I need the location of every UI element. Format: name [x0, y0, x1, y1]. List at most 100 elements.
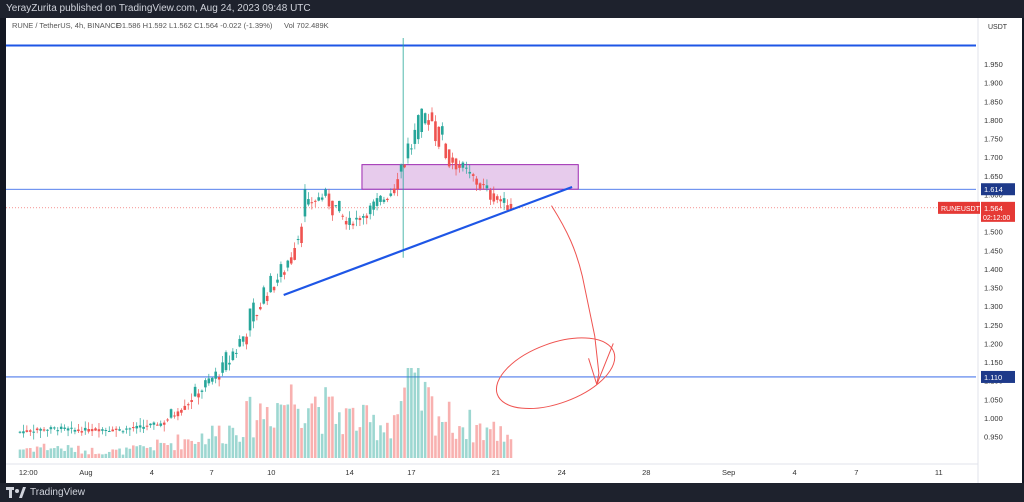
- volume-bar: [458, 426, 461, 458]
- candle-body: [399, 164, 403, 172]
- candle-body: [238, 338, 242, 347]
- candle-body: [375, 198, 379, 206]
- candle-body: [313, 200, 317, 202]
- time-axis[interactable]: 12:00 Aug 4 7 10 14 17 21 24 28 Sep 4 7 11: [19, 468, 943, 477]
- candle-body: [180, 409, 183, 413]
- volume-bar: [156, 439, 159, 458]
- footer-brand: TradingView: [30, 487, 86, 498]
- candle-body: [303, 189, 307, 217]
- volume-bar: [125, 447, 128, 458]
- candle-body: [77, 429, 80, 432]
- candle-body: [279, 264, 283, 277]
- candle-body: [334, 205, 338, 207]
- candle-body: [173, 415, 176, 417]
- candle-body: [447, 149, 451, 167]
- candle-body: [423, 113, 427, 124]
- candle-body: [499, 199, 502, 202]
- price-axis[interactable]: 1.9501.9001.8501.8001.7501.7001.6501.600…: [984, 60, 1003, 441]
- candle-body: [197, 393, 200, 398]
- candle-body: [107, 430, 111, 432]
- candle-body: [132, 427, 135, 429]
- price-axis-label: 1.300: [984, 302, 1003, 311]
- candle-body: [320, 197, 324, 200]
- price-axis-label: 1.750: [984, 135, 1003, 144]
- volume-bar: [403, 387, 406, 458]
- chart-area[interactable]: RUNE / TetherUS, 4h, BINANCE O1.586 H1.5…: [6, 18, 1022, 483]
- volume-bar: [296, 408, 300, 458]
- time-axis-label: Sep: [722, 468, 735, 477]
- candle-body: [296, 239, 300, 241]
- volume-bar: [121, 454, 125, 458]
- candle-body: [410, 148, 413, 150]
- volume-bar: [389, 438, 393, 458]
- volume-bar: [235, 435, 238, 458]
- volume-bar: [485, 427, 489, 458]
- candle-body: [441, 126, 444, 135]
- candle-body: [145, 425, 149, 427]
- price-badge: [981, 201, 1015, 222]
- candle-body: [489, 190, 492, 200]
- candle-body: [416, 115, 420, 140]
- candle-body: [451, 157, 454, 163]
- volume-bar: [382, 432, 386, 458]
- candle-body: [73, 429, 77, 432]
- time-axis-label: 10: [267, 468, 275, 477]
- price-badge-label: 1.614: [984, 185, 1003, 194]
- candle-body: [427, 120, 430, 125]
- volume-bar: [338, 412, 341, 458]
- volume-bar: [327, 396, 331, 458]
- candle-body: [32, 431, 36, 433]
- candle-body: [434, 121, 437, 142]
- candle-body: [478, 183, 482, 189]
- volume-bar: [434, 435, 437, 458]
- candle-body: [152, 422, 156, 425]
- candle-body: [482, 184, 485, 186]
- volume-bar: [94, 454, 97, 458]
- volume-bar: [145, 447, 149, 458]
- volume-bar: [56, 446, 60, 458]
- volume-bar: [303, 423, 307, 458]
- price-badge-label: 1.564: [984, 204, 1003, 213]
- volume-bar: [255, 420, 259, 458]
- candle-body: [396, 179, 399, 190]
- countdown-label: 02:12:00: [983, 215, 1010, 222]
- chart-svg[interactable]: RUNE / TetherUS, 4h, BINANCE O1.586 H1.5…: [6, 18, 1022, 483]
- time-axis-label: 12:00: [19, 468, 38, 477]
- volume-bar: [29, 448, 32, 458]
- candle-body: [310, 202, 314, 204]
- candle-body: [138, 425, 142, 428]
- price-axis-label: 1.250: [984, 321, 1003, 330]
- candle-body: [269, 275, 272, 293]
- volume-bar: [262, 419, 266, 458]
- candle-body: [114, 428, 118, 430]
- volume-bar: [32, 451, 36, 458]
- candle-body: [200, 390, 204, 392]
- candle-body: [231, 351, 235, 360]
- volume-bar: [190, 440, 193, 458]
- volume-bar: [114, 449, 118, 458]
- candle-body: [368, 205, 372, 215]
- volume-bar: [214, 436, 217, 458]
- volume-bar: [499, 426, 502, 458]
- candle-body: [379, 195, 382, 202]
- volume-bar: [392, 415, 396, 458]
- candle-body: [289, 257, 293, 264]
- volume-bar: [248, 396, 252, 458]
- volume-bar: [362, 404, 365, 458]
- volume-bar: [166, 445, 169, 458]
- candle-body: [49, 427, 53, 430]
- candle-body: [245, 336, 248, 345]
- time-axis-label: 4: [150, 468, 154, 477]
- candle-body: [166, 419, 169, 421]
- price-axis-label: 1.800: [984, 116, 1003, 125]
- candle-body: [420, 108, 423, 132]
- time-axis-label: 11: [935, 468, 943, 477]
- volume-bar: [128, 448, 132, 458]
- candle-body: [39, 428, 42, 431]
- candle-body: [341, 215, 345, 217]
- candle-body: [101, 429, 104, 431]
- candle-body: [468, 171, 472, 174]
- candle-body: [121, 431, 125, 433]
- volume-bar: [430, 396, 434, 458]
- volume-bar: [87, 454, 90, 458]
